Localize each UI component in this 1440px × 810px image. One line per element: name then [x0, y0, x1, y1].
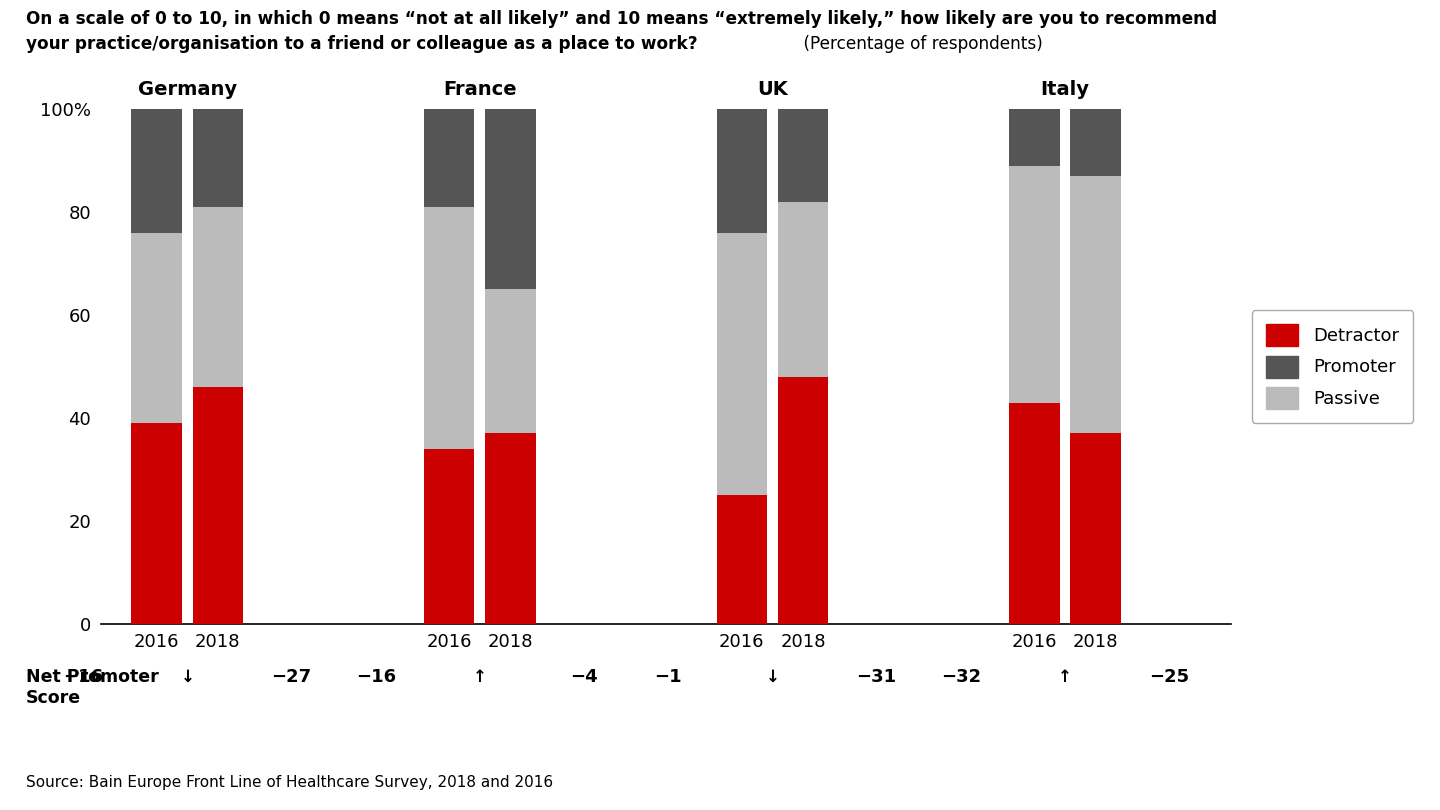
Bar [131, 109, 181, 232]
Bar [717, 495, 768, 624]
Bar [717, 232, 768, 495]
Text: France: France [444, 80, 517, 99]
Text: UK: UK [757, 80, 788, 99]
Text: ↑: ↑ [472, 668, 487, 686]
Text: −27: −27 [271, 668, 311, 686]
Bar [717, 109, 768, 232]
Text: Italy: Italy [1041, 80, 1090, 99]
Bar [778, 202, 828, 377]
Bar [1009, 403, 1060, 624]
Bar [1070, 109, 1120, 177]
Bar [131, 423, 181, 624]
Bar [1009, 166, 1060, 403]
Text: −31: −31 [857, 668, 897, 686]
Text: −1: −1 [655, 668, 683, 686]
Bar [1009, 109, 1060, 166]
Bar [193, 207, 243, 387]
Bar [423, 207, 475, 449]
Bar [193, 109, 243, 207]
Bar [423, 449, 475, 624]
Bar [485, 433, 536, 624]
Text: ↓: ↓ [180, 668, 194, 686]
Legend: Detractor, Promoter, Passive: Detractor, Promoter, Passive [1251, 310, 1414, 423]
Text: ↑: ↑ [1058, 668, 1071, 686]
Text: Germany: Germany [138, 80, 236, 99]
Text: −16: −16 [63, 668, 104, 686]
Text: On a scale of 0 to 10, in which 0 means “not at all likely” and 10 means “extrem: On a scale of 0 to 10, in which 0 means … [26, 10, 1217, 28]
Bar [1070, 433, 1120, 624]
Text: ↓: ↓ [766, 668, 779, 686]
Bar [485, 289, 536, 433]
Text: Source: Bain Europe Front Line of Healthcare Survey, 2018 and 2016: Source: Bain Europe Front Line of Health… [26, 774, 553, 790]
Text: −32: −32 [940, 668, 981, 686]
Text: −25: −25 [1149, 668, 1189, 686]
Bar [778, 377, 828, 624]
Text: (Percentage of respondents): (Percentage of respondents) [798, 35, 1043, 53]
Bar [778, 109, 828, 202]
Text: Net Promoter
Score: Net Promoter Score [26, 668, 158, 707]
Bar [485, 109, 536, 289]
Bar [131, 232, 181, 423]
Bar [193, 387, 243, 624]
Text: −16: −16 [356, 668, 396, 686]
Bar [423, 109, 475, 207]
Text: −4: −4 [570, 668, 598, 686]
Text: your practice/organisation to a friend or colleague as a place to work?: your practice/organisation to a friend o… [26, 35, 697, 53]
Bar [1070, 177, 1120, 433]
